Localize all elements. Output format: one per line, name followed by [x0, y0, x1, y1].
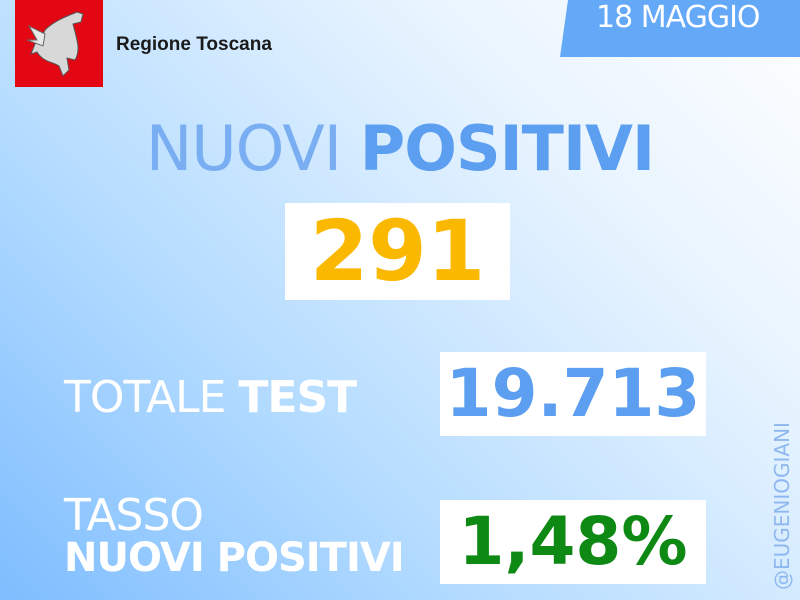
new-positives-box [285, 203, 510, 300]
total-test-value: 19.713 [445, 355, 701, 432]
title-bold: POSITIVI [359, 112, 655, 185]
total-test-label: TOTALE TEST [64, 372, 357, 423]
rate-label-line1: TASSO [64, 490, 204, 541]
page-title: NUOVI POSITIVI [0, 112, 800, 185]
new-positives-value: 291 [309, 202, 486, 300]
pegasus-icon [26, 11, 84, 77]
total-test-label-light: TOTALE [64, 372, 239, 423]
total-test-label-bold: TEST [238, 372, 357, 423]
rate-label-line2: NUOVI POSITIVI [64, 535, 405, 581]
date-banner [560, 0, 800, 57]
rate-value: 1,48% [458, 503, 688, 580]
author-handle: @EUGENIOGIANI [770, 422, 794, 590]
date-label: 18 MAGGIO [596, 0, 761, 35]
title-light: NUOVI [145, 112, 360, 185]
region-name: Regione Toscana [116, 34, 272, 55]
rate-box [440, 500, 706, 584]
total-test-box [440, 352, 706, 436]
regione-toscana-logo [15, 0, 103, 87]
